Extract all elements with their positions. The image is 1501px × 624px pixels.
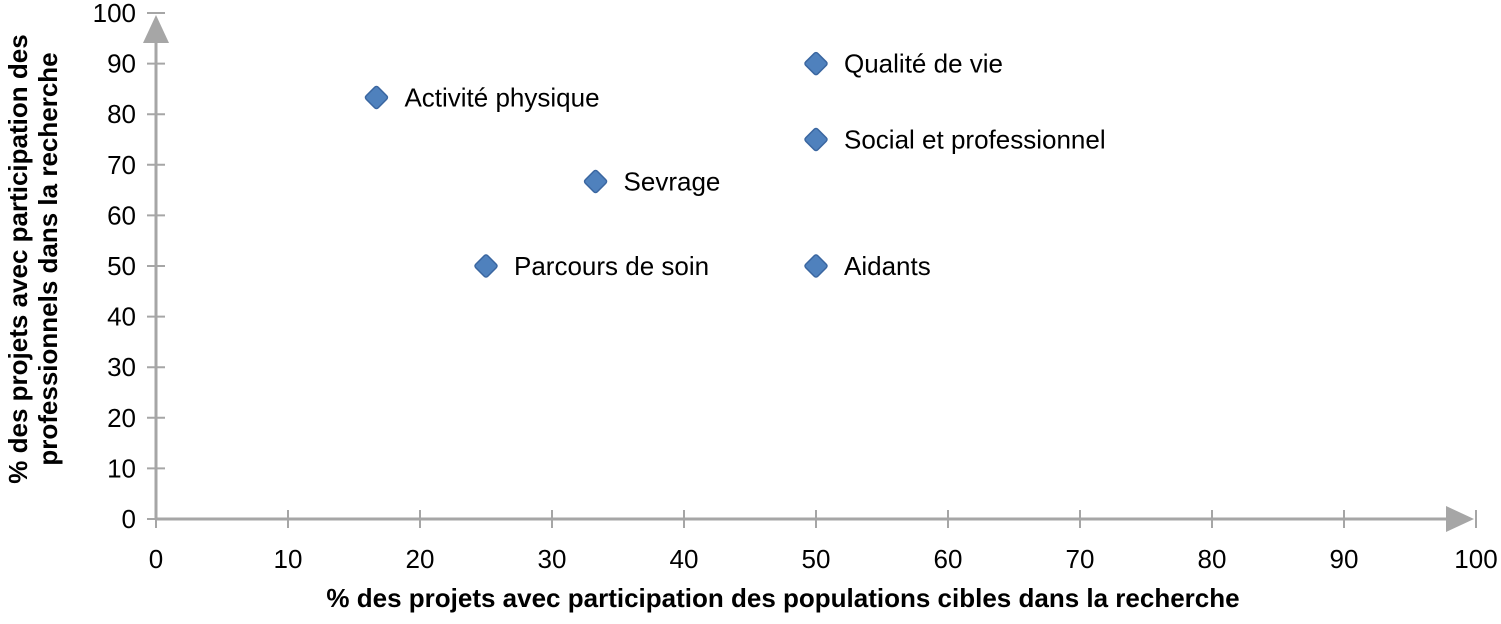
data-point-label-activite-physique: Activité physique [404, 83, 599, 113]
x-tick-label: 30 [538, 544, 567, 574]
x-axis-title: % des projets avec participation des pop… [326, 583, 1240, 613]
x-tick-label: 100 [1454, 544, 1497, 574]
y-axis-title-line-1: % des projets avec participation des [3, 34, 33, 484]
y-tick-label: 0 [122, 504, 136, 534]
x-tick-label: 50 [802, 544, 831, 574]
data-point-label-social-et-professionnel: Social et professionnel [844, 125, 1106, 155]
data-point-qualite-de-vie [804, 51, 828, 76]
data-point-label-sevrage: Sevrage [624, 166, 721, 196]
y-tick-label: 10 [107, 453, 136, 483]
x-tick-label: 80 [1198, 544, 1227, 574]
y-tick-label: 80 [107, 99, 136, 129]
data-point-sevrage [583, 169, 608, 194]
data-point-social-et-professionnel [804, 127, 828, 152]
y-tick-label: 20 [107, 403, 136, 433]
x-tick-label: 70 [1066, 544, 1095, 574]
data-point-parcours-de-soin [474, 254, 498, 278]
y-tick-label: 40 [107, 302, 136, 332]
data-point-label-parcours-de-soin: Parcours de soin [514, 251, 709, 281]
y-axis-title-line-2: professionnels dans la recherche [33, 52, 63, 466]
y-axis-arrowhead-icon [143, 15, 169, 43]
data-point-label-qualite-de-vie: Qualité de vie [844, 49, 1003, 79]
data-point-label-aidants: Aidants [844, 251, 931, 281]
x-axis-arrowhead-icon [1446, 506, 1474, 532]
x-tick-label: 0 [149, 544, 163, 574]
y-axis-title: % des projets avec participation des pro… [3, 0, 65, 529]
y-tick-label: 60 [107, 200, 136, 230]
y-tick-label: 30 [107, 352, 136, 382]
y-tick-label: 50 [107, 251, 136, 281]
x-tick-label: 90 [1330, 544, 1359, 574]
x-tick-label: 60 [934, 544, 963, 574]
x-tick-label: 20 [406, 544, 435, 574]
x-tick-label: 10 [274, 544, 303, 574]
y-tick-label: 70 [107, 150, 136, 180]
y-tick-label: 100 [93, 0, 136, 28]
y-tick-label: 90 [107, 49, 136, 79]
data-point-activite-physique [364, 85, 389, 110]
data-point-aidants [804, 254, 828, 278]
x-tick-label: 40 [670, 544, 699, 574]
